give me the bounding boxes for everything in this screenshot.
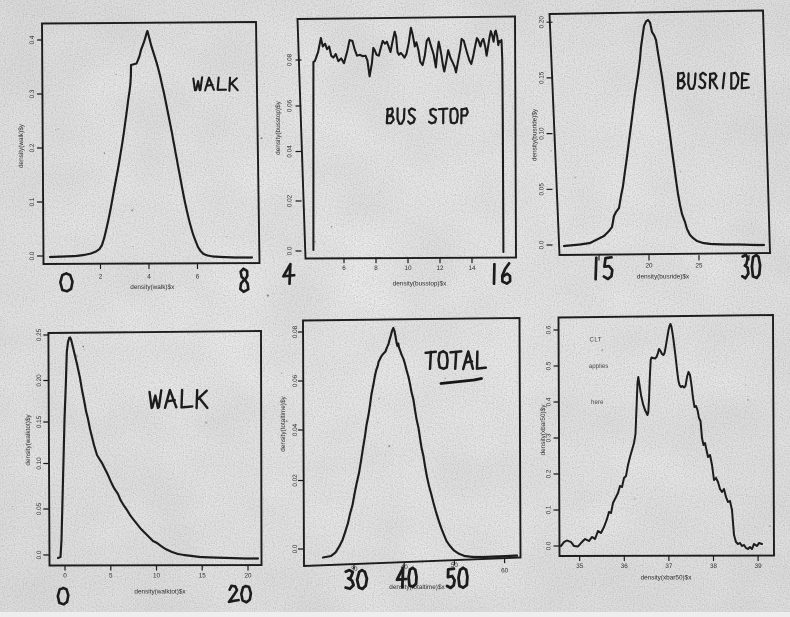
svg-text:38: 38 [710, 563, 718, 570]
svg-text:0.10: 0.10 [36, 457, 43, 470]
svg-text:0.4: 0.4 [546, 397, 553, 406]
svg-text:37: 37 [665, 563, 673, 570]
svg-text:15: 15 [199, 573, 207, 580]
svg-text:density(totaltime)$x: density(totaltime)$x [389, 584, 445, 591]
svg-text:12: 12 [436, 265, 444, 272]
svg-text:0.20: 0.20 [539, 16, 546, 29]
svg-text:0: 0 [63, 573, 67, 580]
svg-text:density(xbar50)$x: density(xbar50)$x [641, 575, 693, 582]
svg-text:0.08: 0.08 [292, 325, 299, 338]
svg-text:0.3: 0.3 [29, 89, 36, 98]
svg-text:8: 8 [374, 265, 378, 272]
svg-text:0.15: 0.15 [539, 71, 546, 84]
svg-text:0.20: 0.20 [36, 374, 43, 387]
svg-text:density(busstop)$y: density(busstop)$y [275, 100, 282, 154]
svg-text:0.06: 0.06 [292, 374, 299, 387]
svg-text:0.1: 0.1 [546, 505, 553, 514]
svg-text:60: 60 [501, 568, 509, 575]
svg-text:0.0: 0.0 [29, 251, 36, 260]
svg-text:50: 50 [451, 562, 459, 569]
svg-text:density(walk)$y: density(walk)$y [18, 123, 25, 168]
svg-text:0.0: 0.0 [287, 246, 294, 255]
svg-text:0.0: 0.0 [546, 541, 553, 550]
svg-text:0.04: 0.04 [292, 423, 299, 436]
svg-text:40: 40 [401, 564, 409, 571]
svg-text:39: 39 [755, 563, 763, 570]
svg-text:0.0: 0.0 [36, 550, 43, 559]
svg-text:density(walktot)$y: density(walktot)$y [25, 414, 32, 466]
svg-text:0.1: 0.1 [29, 197, 36, 206]
svg-text:0.25: 0.25 [36, 328, 43, 341]
svg-text:20: 20 [244, 573, 252, 580]
svg-text:36: 36 [621, 563, 629, 570]
svg-text:density(busride)$x: density(busride)$x [637, 274, 690, 281]
svg-text:density(busride)$y: density(busride)$y [532, 108, 539, 161]
svg-text:0.0: 0.0 [539, 240, 546, 249]
svg-text:density(walk)$x: density(walk)$x [130, 284, 175, 291]
svg-text:applies: applies [589, 363, 609, 370]
svg-text:0.05: 0.05 [36, 502, 43, 515]
svg-text:0.02: 0.02 [287, 194, 294, 207]
svg-text:0.04: 0.04 [287, 145, 294, 158]
svg-text:0.15: 0.15 [36, 415, 43, 428]
svg-text:0.10: 0.10 [539, 127, 546, 140]
svg-text:10: 10 [153, 573, 161, 580]
svg-text:0.08: 0.08 [287, 53, 294, 66]
svg-text:CLT: CLT [590, 337, 602, 344]
svg-text:2: 2 [99, 274, 103, 281]
svg-text:0.2: 0.2 [546, 469, 553, 478]
svg-text:density(walktot)$x: density(walktot)$x [134, 589, 186, 596]
svg-text:0.05: 0.05 [539, 183, 546, 196]
svg-text:0.6: 0.6 [546, 325, 553, 334]
svg-text:14: 14 [468, 265, 476, 272]
svg-text:0.4: 0.4 [29, 35, 36, 44]
svg-text:density(busstop)$x: density(busstop)$x [393, 281, 447, 288]
svg-text:5: 5 [109, 573, 113, 580]
svg-text:25: 25 [695, 263, 703, 270]
svg-text:6: 6 [342, 265, 346, 272]
svg-text:0.0: 0.0 [292, 544, 299, 553]
svg-text:0.5: 0.5 [546, 361, 553, 370]
svg-text:35: 35 [576, 563, 584, 570]
svg-text:30: 30 [350, 566, 358, 573]
svg-text:4: 4 [147, 274, 151, 281]
svg-text:0.3: 0.3 [546, 433, 553, 442]
svg-text:0.2: 0.2 [29, 143, 36, 152]
svg-text:density(xbar50)$y: density(xbar50)$y [540, 404, 547, 456]
svg-text:10: 10 [404, 265, 412, 272]
svg-text:6: 6 [196, 274, 200, 281]
svg-text:20: 20 [645, 263, 653, 270]
svg-text:here: here [591, 399, 604, 406]
svg-text:density(totaltime)$y: density(totaltime)$y [280, 395, 287, 451]
svg-text:0.02: 0.02 [292, 474, 299, 487]
svg-text:0.06: 0.06 [287, 99, 294, 112]
